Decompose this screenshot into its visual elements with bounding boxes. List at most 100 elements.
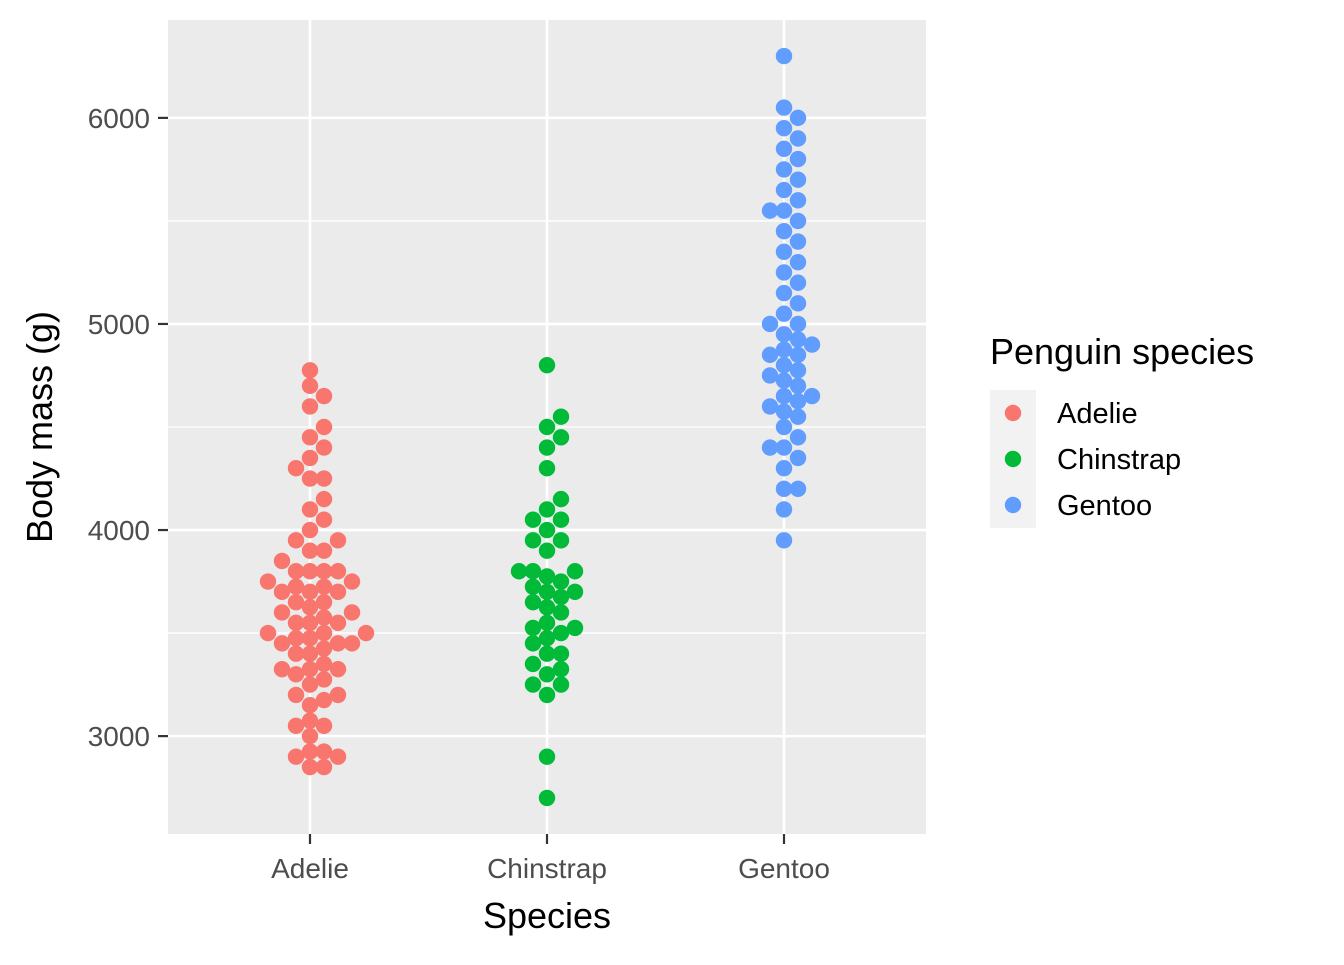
- y-tick-label: 3000: [88, 721, 150, 752]
- data-point-gentoo: [775, 161, 793, 178]
- data-point-gentoo: [775, 284, 793, 302]
- data-point-gentoo: [775, 341, 793, 358]
- data-point-gentoo: [761, 202, 779, 219]
- data-point-adelie: [301, 743, 319, 760]
- data-point-adelie: [287, 630, 305, 647]
- data-point-gentoo: [789, 295, 807, 312]
- data-point-adelie: [287, 666, 305, 683]
- data-point-chinstrap: [524, 532, 542, 549]
- data-point-adelie: [329, 563, 347, 580]
- data-point-adelie: [287, 532, 305, 549]
- x-tick-label: Chinstrap: [487, 853, 607, 884]
- data-point-chinstrap: [538, 599, 556, 616]
- data-point-adelie: [301, 362, 319, 379]
- data-point-gentoo: [789, 212, 807, 230]
- data-point-chinstrap: [510, 563, 528, 580]
- data-point-gentoo: [775, 387, 793, 405]
- data-point-chinstrap: [524, 511, 542, 528]
- data-point-chinstrap: [538, 583, 556, 601]
- data-point-gentoo: [775, 439, 793, 456]
- data-point-adelie: [329, 635, 347, 652]
- legend-label: Adelie: [1057, 398, 1138, 430]
- data-point-chinstrap: [538, 645, 556, 662]
- data-point-adelie: [315, 758, 333, 776]
- data-point-adelie: [301, 398, 319, 415]
- data-point-adelie: [329, 614, 347, 631]
- data-point-gentoo: [761, 346, 779, 364]
- data-point-adelie: [287, 748, 305, 765]
- data-point-gentoo: [761, 315, 779, 333]
- data-point-adelie: [287, 593, 305, 611]
- x-axis: Adelie Chinstrap Gentoo: [271, 834, 830, 884]
- data-point-adelie: [301, 676, 319, 693]
- data-point-chinstrap: [552, 511, 570, 528]
- legend-key-adelie: [1004, 404, 1022, 422]
- data-point-gentoo: [789, 150, 807, 168]
- data-point-adelie: [315, 418, 333, 436]
- data-point-chinstrap: [524, 635, 542, 652]
- data-point-adelie: [301, 583, 319, 601]
- data-point-adelie: [315, 655, 333, 673]
- data-point-chinstrap: [538, 439, 556, 456]
- data-point-chinstrap: [538, 356, 556, 374]
- data-point-gentoo: [789, 377, 807, 394]
- data-point-gentoo: [803, 336, 821, 353]
- data-point-adelie: [301, 758, 319, 776]
- data-point-chinstrap: [552, 604, 570, 621]
- data-point-chinstrap: [566, 563, 584, 580]
- data-point-adelie: [329, 660, 347, 678]
- data-point-gentoo: [789, 408, 807, 425]
- data-point-chinstrap: [552, 408, 570, 425]
- data-point-adelie: [259, 573, 277, 590]
- data-point-adelie: [273, 552, 291, 570]
- legend-key-gentoo: [1004, 496, 1022, 514]
- data-point-chinstrap: [538, 568, 556, 585]
- data-point-chinstrap: [524, 655, 542, 673]
- x-tick-label: Gentoo: [738, 853, 830, 884]
- data-point-adelie: [357, 624, 375, 642]
- data-point-adelie: [301, 501, 319, 518]
- data-point-chinstrap: [538, 418, 556, 436]
- data-point-adelie: [329, 583, 347, 601]
- data-point-gentoo: [789, 171, 807, 188]
- data-point-chinstrap: [524, 563, 542, 580]
- data-point-chinstrap: [552, 532, 570, 549]
- data-point-adelie: [301, 727, 319, 745]
- data-point-adelie: [287, 563, 305, 580]
- data-point-adelie: [273, 660, 291, 678]
- data-point-adelie: [287, 460, 305, 477]
- data-point-chinstrap: [538, 614, 556, 631]
- data-point-adelie: [287, 645, 305, 662]
- data-point-gentoo: [775, 243, 793, 261]
- data-point-chinstrap: [552, 429, 570, 446]
- data-point-adelie: [301, 697, 319, 714]
- y-tick-label: 6000: [88, 103, 150, 134]
- data-point-gentoo: [775, 181, 793, 199]
- x-tick-label: Adelie: [271, 853, 349, 884]
- legend-label: Gentoo: [1057, 490, 1152, 522]
- data-point-gentoo: [789, 346, 807, 364]
- data-point-chinstrap: [552, 676, 570, 693]
- data-point-gentoo: [803, 387, 821, 405]
- data-point-adelie: [315, 439, 333, 456]
- data-point-chinstrap: [566, 583, 584, 601]
- data-point-chinstrap: [538, 686, 556, 704]
- data-point-adelie: [315, 563, 333, 580]
- data-point-gentoo: [775, 501, 793, 518]
- data-point-gentoo: [775, 305, 793, 322]
- data-point-gentoo: [789, 109, 807, 127]
- data-point-adelie: [301, 377, 319, 394]
- data-point-adelie: [301, 630, 319, 647]
- data-point-chinstrap: [538, 501, 556, 518]
- data-point-adelie: [301, 614, 319, 631]
- data-point-chinstrap: [538, 748, 556, 765]
- data-point-gentoo: [775, 460, 793, 477]
- data-point-adelie: [329, 686, 347, 704]
- data-point-gentoo: [789, 274, 807, 291]
- data-point-gentoo: [761, 367, 779, 384]
- y-tick-label: 4000: [88, 515, 150, 546]
- data-point-adelie: [287, 717, 305, 735]
- data-point-chinstrap: [552, 588, 570, 606]
